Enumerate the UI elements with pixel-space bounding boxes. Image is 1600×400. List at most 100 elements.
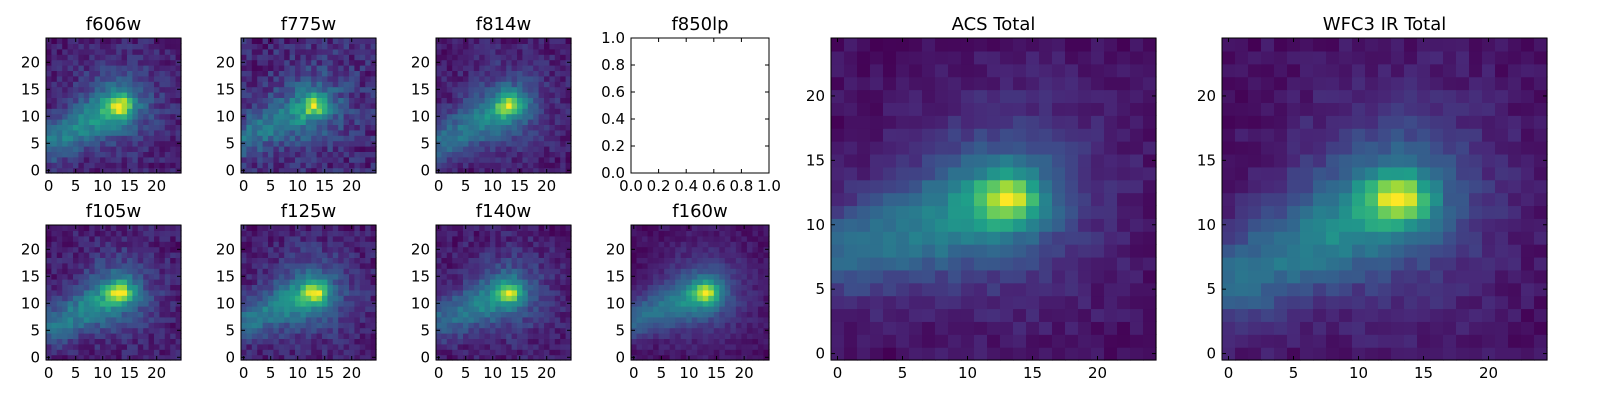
heatmap-cell	[322, 108, 328, 115]
heatmap-cell	[909, 334, 923, 348]
heatmap-cell	[533, 343, 540, 350]
heatmap-cell	[241, 322, 247, 329]
heatmap-cell	[527, 156, 534, 163]
y-tick-label: 20	[411, 240, 430, 258]
heatmap-cell	[669, 273, 676, 280]
heatmap-cell	[143, 167, 150, 174]
heatmap-cell	[517, 343, 523, 350]
heatmap-cell	[327, 81, 334, 88]
heatmap-cell	[538, 167, 545, 174]
heatmap-cell	[495, 268, 502, 275]
heatmap-cell	[121, 38, 128, 44]
heatmap-cell	[246, 289, 253, 296]
heatmap-cell	[691, 289, 698, 296]
heatmap-cell	[724, 279, 731, 285]
heatmap-cell	[251, 300, 258, 307]
heatmap-cell	[436, 75, 442, 82]
heatmap-cell	[1013, 218, 1027, 232]
heatmap-cell	[370, 92, 377, 98]
heatmap-cell	[284, 54, 291, 61]
heatmap-cell	[67, 92, 74, 98]
heatmap-cell	[506, 349, 513, 356]
heatmap-cell	[83, 343, 90, 350]
heatmap-cell	[175, 343, 182, 350]
heatmap-cell	[159, 140, 166, 147]
heatmap-cell	[549, 295, 556, 302]
heatmap-cell	[1104, 205, 1118, 219]
heatmap-cell	[896, 334, 910, 348]
heatmap-cell	[730, 257, 737, 264]
heatmap-cell	[175, 235, 182, 242]
heatmap-cell	[262, 311, 269, 318]
heatmap-cell	[669, 262, 676, 269]
heatmap-cell	[446, 92, 453, 98]
heatmap-cell	[533, 92, 540, 98]
heatmap-cell	[686, 338, 693, 345]
heatmap-cell	[295, 333, 301, 339]
heatmap-cell	[164, 343, 171, 350]
heatmap-cell	[354, 146, 361, 152]
heatmap-cell	[691, 316, 698, 323]
heatmap-cell	[935, 231, 949, 245]
y-tick-label: 0	[225, 161, 235, 179]
heatmap-cell	[533, 65, 540, 71]
heatmap-cell	[457, 327, 464, 334]
heatmap-cell	[457, 354, 464, 361]
heatmap-cell	[354, 129, 361, 136]
heatmap-cell	[675, 230, 682, 237]
heatmap-cell	[653, 252, 660, 258]
heatmap-cell	[746, 300, 754, 307]
heatmap-cell	[370, 54, 377, 61]
heatmap-cell	[468, 316, 475, 323]
heatmap-cell	[78, 151, 85, 158]
heatmap-cell	[100, 316, 106, 323]
heatmap-cell	[452, 316, 459, 323]
heatmap-cell	[522, 279, 529, 285]
heatmap-cell	[757, 262, 765, 269]
heatmap-cell	[56, 241, 63, 248]
heatmap-cell	[669, 333, 676, 339]
heatmap-cell	[495, 241, 502, 248]
heatmap-cell	[338, 167, 345, 174]
heatmap-cell	[446, 284, 453, 291]
heatmap-cell	[527, 54, 534, 61]
heatmap-cell	[121, 135, 128, 142]
heatmap-cell	[511, 59, 518, 66]
heatmap-cell	[763, 349, 770, 356]
heatmap-cell	[241, 124, 247, 131]
heatmap-cell	[1104, 321, 1118, 335]
heatmap-cell	[284, 354, 291, 361]
heatmap-cell	[332, 241, 339, 248]
heatmap-cell	[490, 230, 496, 237]
heatmap-cell	[554, 279, 561, 285]
heatmap-cell	[159, 306, 166, 312]
heatmap-cell	[73, 70, 79, 77]
heatmap-cell	[300, 86, 307, 93]
heatmap-cell	[757, 252, 765, 258]
heatmap-cell	[137, 316, 144, 323]
heatmap-cell	[62, 162, 69, 169]
heatmap-cell	[538, 338, 545, 345]
heatmap-cell	[311, 59, 318, 66]
heatmap-cell	[686, 306, 693, 312]
heatmap-cell	[735, 349, 742, 356]
heatmap-cell	[132, 38, 139, 44]
heatmap-cell	[752, 252, 759, 258]
heatmap-cell	[175, 48, 182, 55]
heatmap-cell	[1026, 347, 1040, 361]
heatmap-cell	[94, 235, 101, 242]
heatmap-cell	[538, 81, 545, 88]
heatmap-cell	[1039, 282, 1053, 297]
heatmap-cell	[457, 124, 464, 131]
heatmap-cell	[300, 225, 307, 231]
heatmap-cell	[278, 333, 285, 339]
heatmap-cell	[56, 162, 63, 169]
heatmap-cell	[327, 151, 334, 158]
heatmap-cell	[262, 289, 269, 296]
heatmap-cell	[463, 86, 469, 93]
heatmap-cell	[116, 59, 123, 66]
heatmap-cell	[544, 129, 550, 136]
heatmap-cell	[495, 59, 502, 66]
heatmap-cell	[658, 268, 665, 275]
